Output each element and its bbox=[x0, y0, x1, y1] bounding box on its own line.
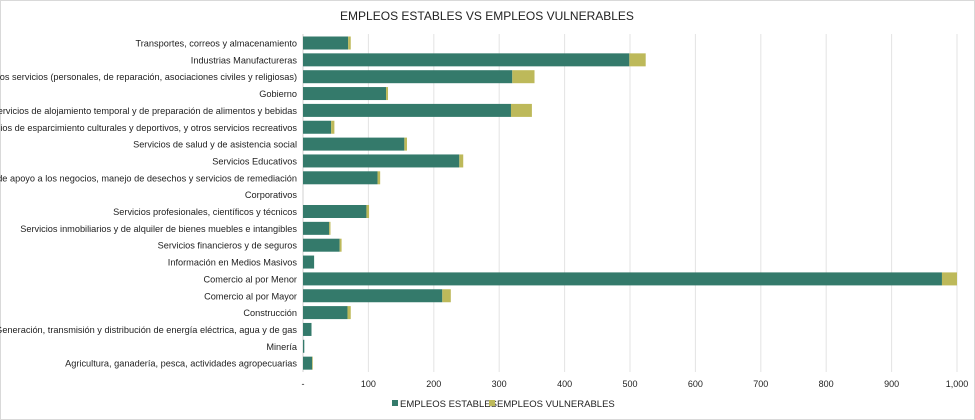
category-label: Servicios inmobiliarios y de alquiler de… bbox=[20, 224, 297, 234]
bar-empleos-estables bbox=[303, 120, 332, 134]
bar-empleos-vulnerables bbox=[339, 238, 342, 252]
bar-empleos-vulnerables bbox=[329, 221, 331, 235]
category-label: Gobierno bbox=[259, 89, 297, 99]
bar-empleos-vulnerables bbox=[510, 103, 532, 117]
legend-swatch bbox=[489, 400, 495, 406]
bar-empleos-vulnerables bbox=[629, 53, 646, 67]
bar-empleos-vulnerables bbox=[312, 356, 313, 370]
bar-empleos-estables bbox=[303, 53, 630, 67]
x-tick-label: 800 bbox=[819, 379, 834, 389]
bar-empleos-estables bbox=[303, 87, 387, 101]
bar-empleos-estables bbox=[303, 137, 405, 151]
category-label: Agricultura, ganadería, pesca, actividad… bbox=[65, 359, 297, 369]
bar-empleos-vulnerables bbox=[459, 154, 464, 168]
x-tick-label: 100 bbox=[361, 379, 376, 389]
bar-empleos-estables bbox=[303, 289, 443, 303]
category-label: Generación, transmisión y distribución d… bbox=[0, 325, 297, 335]
category-label: Servicios profesionales, científicos y t… bbox=[113, 207, 297, 217]
x-tick-label: 1,000 bbox=[946, 379, 969, 389]
x-tick-label: 700 bbox=[753, 379, 768, 389]
bar-empleos-estables bbox=[303, 255, 315, 269]
x-tick-label: 900 bbox=[884, 379, 899, 389]
bar-empleos-vulnerables bbox=[366, 205, 370, 218]
category-label: Servicios de esparcimiento culturales y … bbox=[0, 123, 297, 133]
category-label: Servicios de apoyo a los negocios, manej… bbox=[0, 173, 297, 183]
category-label: Servicios financieros y de seguros bbox=[158, 241, 298, 251]
category-label: Industrias Manufactureras bbox=[191, 55, 298, 65]
x-tick-label: 500 bbox=[622, 379, 637, 389]
x-tick-label: 300 bbox=[492, 379, 507, 389]
bar-empleos-estables bbox=[303, 103, 511, 117]
bar-empleos-estables bbox=[303, 356, 313, 370]
bar-empleos-estables bbox=[303, 36, 349, 50]
category-label: Construcción bbox=[243, 308, 297, 318]
category-label: Corporativos bbox=[245, 190, 297, 200]
category-label: Otros servicios (personales, de reparaci… bbox=[0, 72, 297, 82]
bar-empleos-vulnerables bbox=[347, 306, 351, 320]
legend-label: EMPLEOS VULNERABLES bbox=[497, 399, 615, 410]
x-tick-label: 400 bbox=[557, 379, 572, 389]
x-tick-label: 600 bbox=[688, 379, 703, 389]
bar-empleos-estables bbox=[303, 154, 460, 168]
bar-empleos-estables bbox=[303, 306, 348, 320]
bar-empleos-vulnerables bbox=[404, 137, 407, 151]
bar-empleos-estables bbox=[303, 70, 513, 84]
bar-empleos-vulnerables bbox=[331, 120, 335, 134]
bar-empleos-vulnerables bbox=[442, 289, 451, 303]
category-label: Minería bbox=[266, 342, 298, 352]
bar-empleos-vulnerables bbox=[377, 171, 381, 185]
bar-empleos-estables bbox=[303, 205, 367, 218]
x-tick-label: 200 bbox=[426, 379, 441, 389]
bar-empleos-estables bbox=[303, 322, 312, 336]
bar-empleos-estables bbox=[303, 238, 340, 252]
category-label: Información en Medios Masivos bbox=[168, 258, 298, 268]
x-tick-label: - bbox=[302, 379, 305, 389]
chart-title: EMPLEOS ESTABLES VS EMPLEOS VULNERABLES bbox=[340, 9, 634, 23]
bar-empleos-estables bbox=[303, 272, 942, 286]
legend-swatch bbox=[392, 400, 398, 406]
bar-empleos-estables bbox=[303, 221, 330, 235]
category-label: Servicios de alojamiento temporal y de p… bbox=[0, 106, 297, 116]
bar-empleos-vulnerables bbox=[348, 36, 351, 50]
bar-empleos-vulnerables bbox=[941, 272, 957, 286]
bar-empleos-vulnerables bbox=[386, 87, 389, 101]
bar-empleos-estables bbox=[303, 339, 305, 353]
category-label: Servicios Educativos bbox=[212, 156, 297, 166]
category-label: Comercio al por Menor bbox=[204, 274, 297, 284]
legend-label: EMPLEOS ESTABLES bbox=[400, 399, 497, 410]
bar-empleos-vulnerables bbox=[512, 70, 535, 84]
category-label: Transportes, correos y almacenamiento bbox=[135, 39, 297, 49]
bar-empleos-estables bbox=[303, 171, 378, 185]
category-label: Servicios de salud y de asistencia socia… bbox=[133, 140, 297, 150]
category-label: Comercio al por Mayor bbox=[204, 291, 297, 301]
